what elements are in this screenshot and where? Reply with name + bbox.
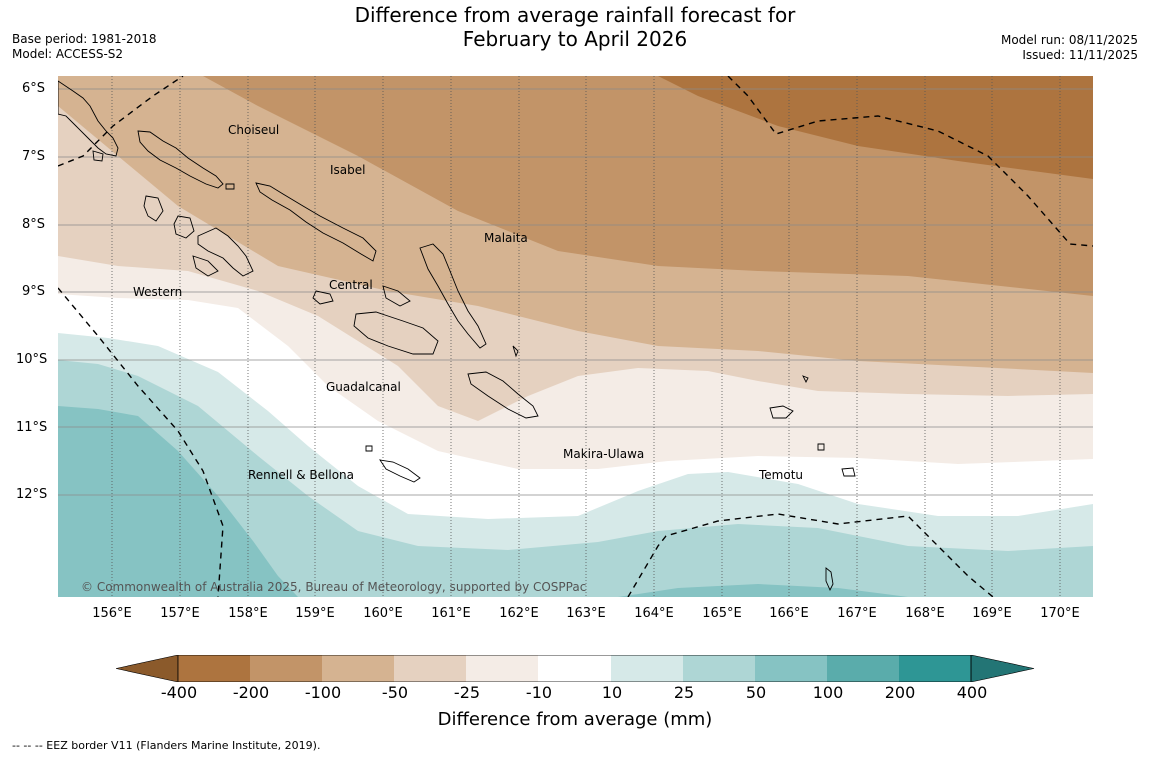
place-guadalcanal: Guadalcanal bbox=[326, 380, 401, 394]
lat-label-10s: 10°S bbox=[16, 352, 48, 367]
lon-label-162e: 162°E bbox=[499, 606, 539, 621]
coast-bougainville bbox=[58, 80, 119, 157]
colorbar-gt400 bbox=[970, 655, 1035, 682]
lat-label-6s: 6°S bbox=[22, 81, 46, 96]
lon-label-163e: 163°E bbox=[566, 606, 606, 621]
cb-tick-400: 400 bbox=[956, 683, 988, 702]
coast-rennell bbox=[379, 459, 421, 483]
cb-tick-m10: -10 bbox=[525, 683, 553, 702]
cb-tick-m400: -400 bbox=[160, 683, 198, 702]
cb-tick-m200: -200 bbox=[232, 683, 270, 702]
lon-label-167e: 167°E bbox=[837, 606, 877, 621]
colorbar-label: Difference from average (mm) bbox=[437, 709, 713, 730]
lon-label-158e: 158°E bbox=[228, 606, 268, 621]
lon-label-157e: 157°E bbox=[160, 606, 200, 621]
coast-nendo bbox=[769, 405, 794, 419]
lon-label-160e: 160°E bbox=[363, 606, 403, 621]
place-makira-ulawa: Makira-Ulawa bbox=[563, 447, 645, 461]
eez-footnote: -- -- -- EEZ border V11 (Flanders Marine… bbox=[12, 739, 321, 752]
colorbar bbox=[116, 655, 1035, 682]
coast-bellona bbox=[365, 445, 373, 452]
colorbar-200-400 bbox=[899, 655, 971, 682]
place-central: Central bbox=[329, 278, 373, 292]
lat-label-12s: 12°S bbox=[16, 487, 48, 502]
colorbar-frame bbox=[177, 655, 972, 682]
lat-gridlines bbox=[58, 88, 1093, 496]
title-line2: February to April 2026 bbox=[462, 27, 688, 51]
place-temotu: Temotu bbox=[759, 468, 804, 482]
colorbar-m400-m200 bbox=[178, 655, 250, 682]
lat-label-7s: 7°S bbox=[22, 149, 46, 164]
colorbar-lt400 bbox=[116, 655, 179, 682]
cb-tick-m100: -100 bbox=[304, 683, 342, 702]
lon-label-164e: 164°E bbox=[634, 606, 674, 621]
lon-label-170e: 170°E bbox=[1040, 606, 1080, 621]
coast-tikopia bbox=[825, 567, 834, 592]
place-western: Western bbox=[133, 285, 183, 299]
coast-vanikoro bbox=[841, 467, 856, 477]
band-50-100 bbox=[58, 406, 298, 597]
colorbar-m10-10 bbox=[538, 655, 611, 682]
coast-guadalcanal bbox=[353, 311, 439, 355]
coast-choiseul bbox=[137, 130, 224, 189]
cb-tick-m50: -50 bbox=[381, 683, 409, 702]
model-run: Model run: 08/11/2025 bbox=[1000, 33, 1138, 47]
issued-date: Issued: 11/11/2025 bbox=[1022, 48, 1138, 62]
coast-new-georgia-4 bbox=[192, 255, 219, 277]
copyright-notice: © Commonwealth of Australia 2025, Bureau… bbox=[81, 580, 587, 594]
lon-label-156e: 156°E bbox=[92, 606, 132, 621]
eez-border bbox=[58, 76, 1093, 597]
coast-reef-is bbox=[802, 375, 809, 384]
cb-tick-25: 25 bbox=[673, 683, 695, 702]
lon-label-165e: 165°E bbox=[702, 606, 742, 621]
coast-russell bbox=[382, 285, 411, 307]
lon-label-169e: 169°E bbox=[972, 606, 1012, 621]
colorbar-m50-m25 bbox=[394, 655, 466, 682]
coast-malaita bbox=[419, 243, 487, 349]
place-rennell-bellona: Rennell & Bellona bbox=[248, 468, 355, 482]
colorbar-m25-m10 bbox=[466, 655, 538, 682]
place-malaita: Malaita bbox=[484, 231, 528, 245]
lon-label-161e: 161°E bbox=[431, 606, 471, 621]
lat-label-9s: 9°S bbox=[22, 284, 46, 299]
coast-new-georgia-1 bbox=[143, 195, 164, 222]
title-line1: Difference from average rainfall forecas… bbox=[354, 3, 796, 27]
colorbar-m200-m100 bbox=[250, 655, 322, 682]
cb-tick-m25: -25 bbox=[453, 683, 481, 702]
coast-utupua bbox=[817, 443, 825, 451]
lon-label-166e: 166°E bbox=[769, 606, 809, 621]
place-isabel: Isabel bbox=[330, 163, 366, 177]
cb-tick-100: 100 bbox=[812, 683, 844, 702]
coast-florida bbox=[312, 290, 334, 305]
lon-label-168e: 168°E bbox=[905, 606, 945, 621]
cb-tick-50: 50 bbox=[745, 683, 767, 702]
colorbar-50-100 bbox=[755, 655, 827, 682]
coast-small-1 bbox=[92, 150, 104, 162]
lon-label-159e: 159°E bbox=[295, 606, 335, 621]
coast-isabel bbox=[255, 182, 377, 262]
colorbar-10-25 bbox=[611, 655, 683, 682]
coast-makira bbox=[467, 371, 539, 419]
place-choiseul: Choiseul bbox=[228, 123, 280, 137]
coast-new-georgia-2 bbox=[173, 215, 195, 239]
map-svg bbox=[58, 76, 1093, 597]
band-25-50 bbox=[58, 360, 1093, 597]
lat-label-8s: 8°S bbox=[22, 217, 46, 232]
rainfall-map bbox=[58, 76, 1093, 597]
coast-choiseul-islet bbox=[225, 183, 235, 190]
colorbar-m100-m50 bbox=[322, 655, 394, 682]
model-name: Model: ACCESS-S2 bbox=[12, 47, 124, 61]
lat-label-11s: 11°S bbox=[16, 420, 48, 435]
base-period: Base period: 1981-2018 bbox=[12, 32, 157, 46]
cb-tick-10: 10 bbox=[601, 683, 623, 702]
cb-tick-200: 200 bbox=[884, 683, 916, 702]
colorbar-100-200 bbox=[827, 655, 899, 682]
coast-new-georgia-3 bbox=[197, 227, 254, 277]
colorbar-25-50 bbox=[683, 655, 755, 682]
coastlines bbox=[58, 80, 856, 592]
coast-ontong bbox=[512, 345, 519, 358]
band-50-100-south bbox=[618, 584, 908, 597]
